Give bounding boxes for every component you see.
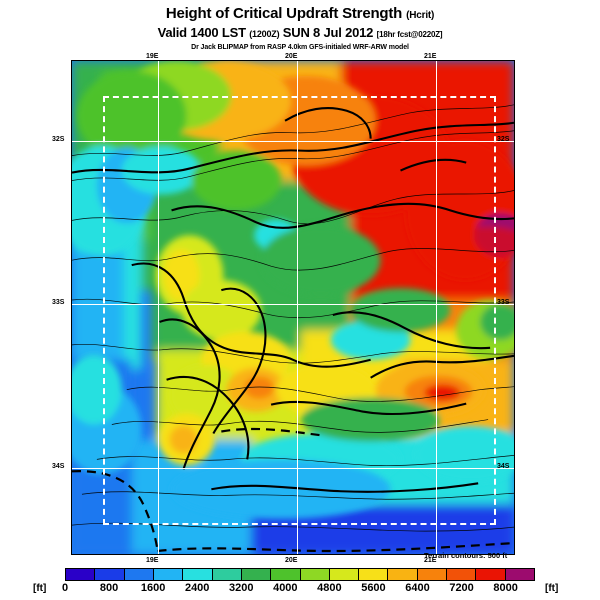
meridian-20E: [297, 61, 299, 554]
colorbar-cell-11: [388, 569, 418, 580]
colorbar-cell-6: [241, 569, 272, 580]
colorbar-legend: [ft] [ft] 0 800 1600 2400 3200 4000 4800 5600 64…: [0, 566, 600, 600]
colorbar-tick-3200: 3200: [229, 582, 254, 594]
valid-utc-time: (1200Z): [249, 29, 280, 39]
colorbar-cell-5: [212, 569, 242, 580]
forecast-domain-boundary: [103, 96, 496, 525]
lat-label-right-33S: 33S: [497, 299, 510, 306]
lon-label-top-21E: 21E: [424, 53, 437, 60]
colorbar-cell-1: [95, 569, 125, 580]
parallel-32S: [72, 141, 514, 143]
hcrit-field-raster: [72, 61, 514, 554]
colorbar-tick-1600: 1600: [140, 582, 166, 594]
colorbar-tick-4000: 4000: [273, 582, 298, 594]
terrain-contours: [72, 104, 514, 532]
colorbar-unit-left: [ft]: [33, 583, 47, 594]
valid-date: SUN 8 Jul 2012: [282, 25, 374, 40]
colorbar-cell-7: [271, 569, 301, 580]
lat-label-right-34S: 34S: [497, 463, 510, 470]
colorbar-unit-right: [ft]: [545, 583, 559, 594]
lon-label-bottom-20E: 20E: [285, 557, 298, 564]
lat-label-left-34S: 34S: [52, 463, 65, 470]
lon-label-bottom-21E: 21E: [424, 557, 437, 564]
valid-time-line: Valid 1400 LST (1200Z) SUN 8 Jul 2012 [1…: [0, 25, 600, 42]
colorbar-tick-6400: 6400: [405, 582, 430, 594]
terrain-contours-major: [72, 107, 514, 493]
colorbar-tick-800: 800: [99, 582, 119, 594]
colorbar-tick-4800: 4800: [317, 582, 342, 594]
colorbar-cell-2: [124, 569, 154, 580]
valid-local-time: Valid 1400 LST: [157, 25, 246, 40]
colorbar-cell-12: [417, 569, 448, 580]
colorbar-tick-8000: 8000: [493, 582, 518, 594]
colorbar-tick-5600: 5600: [361, 582, 386, 594]
lat-label-right-32S: 32S: [497, 136, 510, 143]
parallel-34S: [72, 468, 514, 470]
lon-label-top-19E: 19E: [146, 53, 159, 60]
title-block: Height of Critical Updraft Strength (Hcr…: [0, 6, 600, 53]
page-title: Height of Critical Updraft Strength (Hcr…: [0, 6, 600, 24]
meridian-19E: [158, 61, 160, 554]
colorbar-cell-0: [66, 569, 96, 580]
colorbar-tick-7200: 7200: [449, 582, 474, 594]
colorbar-cell-8: [300, 569, 330, 580]
coastline-contour: [72, 427, 514, 553]
colorbar-cell-13: [447, 569, 477, 580]
model-credit-line: Dr Jack BLIPMAP from RASP 4.0km GFS-init…: [191, 44, 409, 51]
colorbar-tick-labels: 0 800 1600 2400 3200 4000 4800 5600 6400 7200 8000: [0, 582, 600, 598]
colorbar-cell-3: [153, 569, 184, 580]
lat-label-left-33S: 33S: [52, 299, 65, 306]
page-title-main: Height of Critical Updraft Strength: [165, 5, 403, 22]
colorbar-cell-4: [183, 569, 213, 580]
terrain-contour-note: Terrain contours: 500 ft: [424, 551, 508, 560]
parallel-33S: [72, 304, 514, 306]
meridian-21E: [436, 61, 438, 554]
colorbar-tick-2400: 2400: [184, 582, 210, 594]
colorbar-cell-15: [505, 569, 534, 580]
colorbar-cell-9: [329, 569, 360, 580]
colorbar-tick-0: 0: [61, 582, 69, 594]
colorbar-cell-10: [359, 569, 389, 580]
page-title-suffix: (Hcrit): [406, 10, 435, 21]
colorbar-strip: [65, 568, 535, 581]
lat-label-left-32S: 32S: [52, 136, 65, 143]
lon-label-bottom-19E: 19E: [146, 557, 159, 564]
forecast-hour-stamp: [18hr fcst@0220Z]: [376, 30, 443, 39]
lon-label-top-20E: 20E: [285, 53, 298, 60]
forecast-map: [71, 60, 515, 555]
colorbar-cell-14: [476, 569, 506, 580]
